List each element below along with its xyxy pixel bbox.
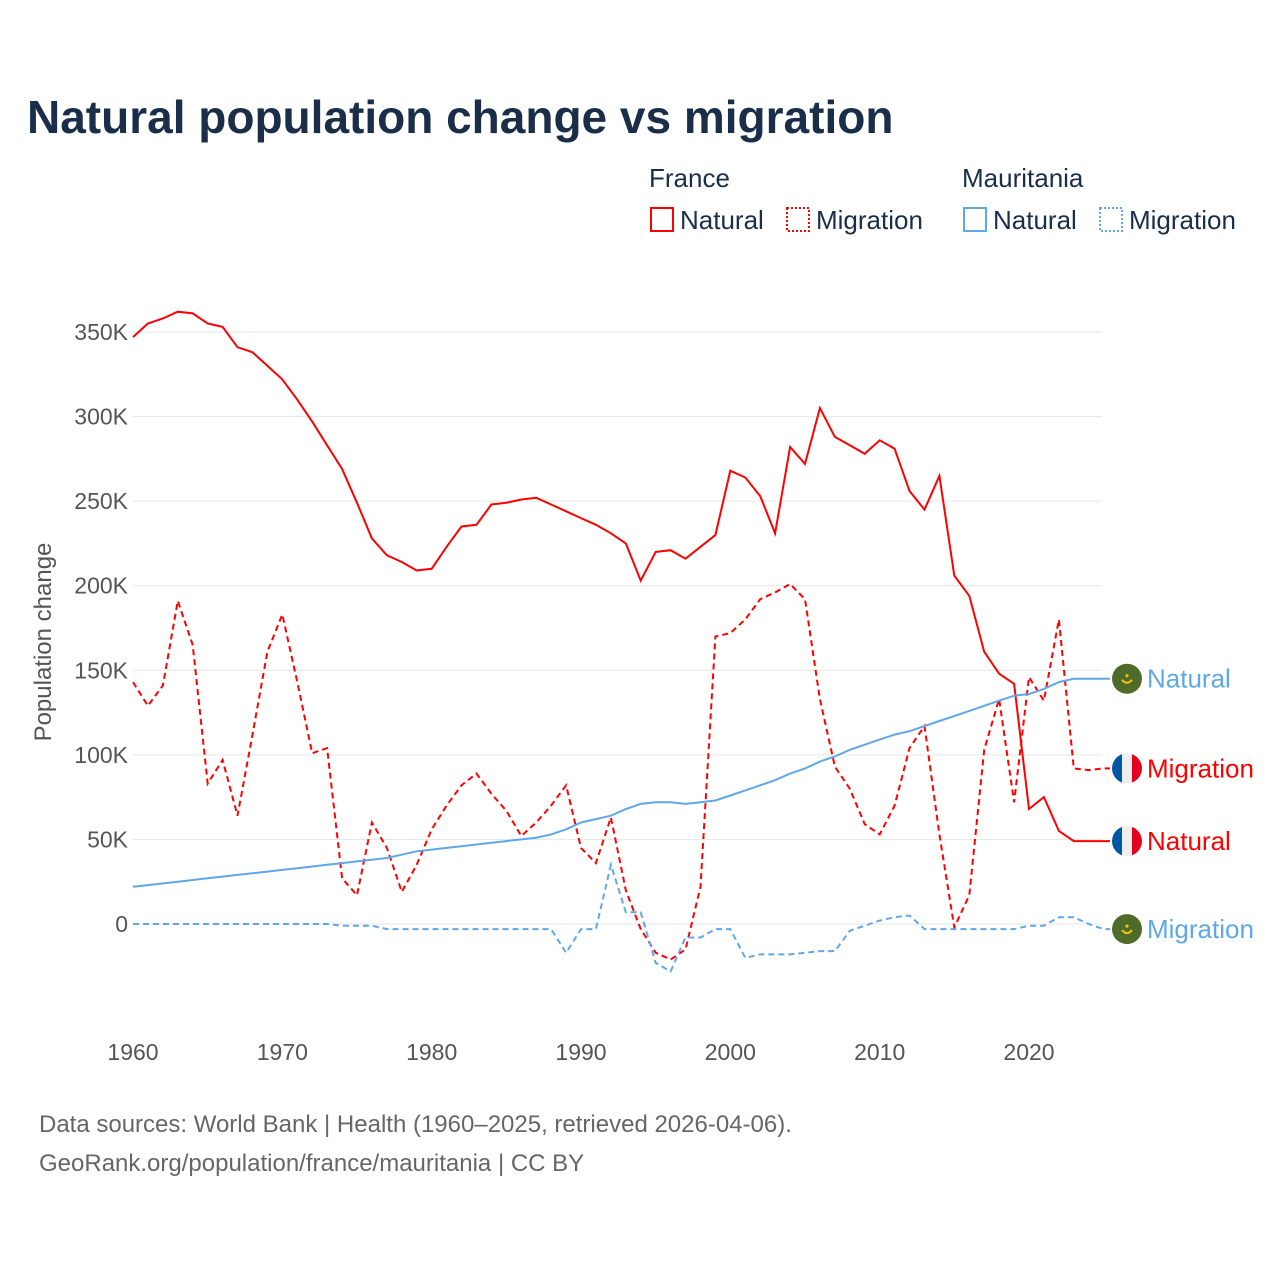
legend-swatch-france-natural bbox=[650, 207, 674, 232]
flag-france-icon bbox=[1112, 753, 1142, 784]
x-tick-label: 2010 bbox=[854, 1039, 905, 1065]
y-axis-label: Population change bbox=[30, 543, 57, 742]
series-line-mauritania-natural bbox=[132, 677, 1110, 888]
legend-label-france-migration: Migration bbox=[816, 205, 923, 235]
end-label-france-migration: Migration bbox=[1147, 753, 1254, 783]
x-tick-label: 1980 bbox=[406, 1039, 457, 1065]
y-tick-label: 0 bbox=[115, 911, 128, 937]
end-label-france-natural: Natural bbox=[1147, 826, 1231, 856]
y-tick-label: 50K bbox=[87, 826, 129, 852]
x-tick-label: 1970 bbox=[257, 1039, 308, 1065]
x-tick-label: 2020 bbox=[1003, 1039, 1054, 1065]
y-tick-label: 100K bbox=[74, 742, 128, 768]
flag-mauritania-icon bbox=[1112, 663, 1142, 694]
legend: France Natural Migration Mauritania Natu… bbox=[649, 163, 1236, 235]
chart-title: Natural population change vs migration bbox=[27, 91, 893, 143]
y-tick-label: 300K bbox=[74, 404, 128, 430]
grid bbox=[133, 331, 1102, 925]
y-axis: 0 50K 100K 150K 200K 250K 300K 350K bbox=[74, 319, 128, 937]
footer-credit: GeoRank.org/population/france/mauritania… bbox=[39, 1150, 584, 1177]
legend-group-mauritania: Mauritania bbox=[962, 163, 1084, 193]
legend-group-france: France bbox=[649, 163, 730, 193]
legend-label-mauritania-natural: Natural bbox=[993, 205, 1077, 235]
y-tick-label: 200K bbox=[74, 573, 128, 599]
x-tick-label: 1990 bbox=[555, 1039, 606, 1065]
x-tick-label: 1960 bbox=[107, 1039, 158, 1065]
footer-source: Data sources: World Bank | Health (1960–… bbox=[39, 1111, 792, 1138]
flag-mauritania-icon bbox=[1112, 914, 1142, 945]
y-tick-label: 350K bbox=[74, 319, 128, 345]
legend-label-france-natural: Natural bbox=[680, 205, 764, 235]
legend-swatch-mauritania-natural bbox=[963, 207, 987, 232]
series-line-france-natural bbox=[132, 310, 1110, 843]
y-tick-label: 150K bbox=[74, 657, 128, 683]
end-label-mauritania-migration: Migration bbox=[1147, 914, 1254, 944]
x-tick-label: 2000 bbox=[705, 1039, 756, 1065]
series-line-mauritania-migration bbox=[133, 861, 1110, 973]
series-line-france-migration bbox=[132, 582, 1110, 961]
x-axis: 1960 1970 1980 1990 2000 2010 2020 bbox=[107, 1039, 1054, 1065]
flag-france-icon bbox=[1112, 826, 1142, 857]
legend-label-mauritania-migration: Migration bbox=[1129, 205, 1236, 235]
legend-swatch-mauritania-migration bbox=[1099, 207, 1123, 232]
series-group bbox=[132, 310, 1110, 973]
legend-swatch-france-migration bbox=[786, 207, 810, 232]
end-labels: Natural Migration Natural Migration bbox=[1112, 663, 1254, 945]
end-label-mauritania-natural: Natural bbox=[1147, 664, 1231, 694]
y-tick-label: 250K bbox=[74, 488, 128, 514]
